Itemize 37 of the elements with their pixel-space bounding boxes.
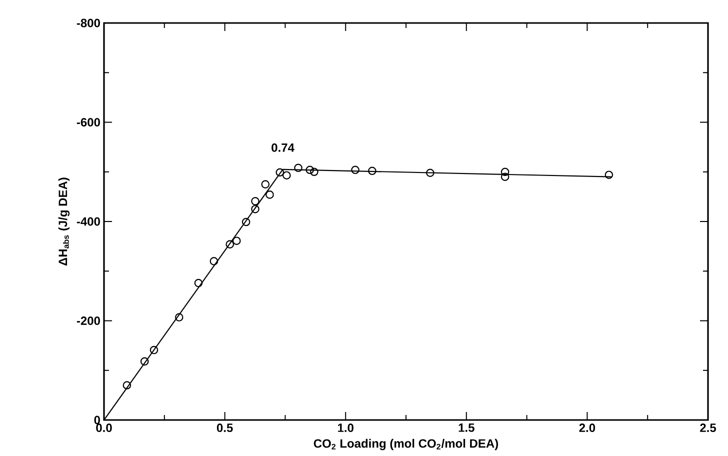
point — [500, 168, 510, 176]
y-tick-label: 0 — [94, 416, 100, 424]
y-tick-label: -600 — [76, 118, 100, 126]
point — [500, 172, 510, 181]
point — [282, 171, 291, 180]
point — [276, 168, 284, 177]
point — [251, 197, 260, 206]
point — [306, 166, 314, 174]
point — [261, 180, 270, 188]
y-tick-label: -400 — [76, 217, 100, 226]
x-tick-label: 2.5 — [700, 424, 716, 432]
point — [294, 164, 302, 172]
point — [351, 166, 360, 174]
point — [266, 190, 274, 199]
point — [232, 236, 241, 246]
point — [310, 168, 318, 176]
point — [174, 313, 184, 322]
point — [150, 346, 158, 354]
x-tick-label: 0.5 — [216, 424, 233, 432]
point — [242, 218, 250, 226]
y-axis-title: ΔH$_{abs}$ (J/g DEA) — [58, 178, 70, 266]
point — [426, 168, 434, 178]
x-tick-label: 1.5 — [458, 424, 474, 432]
x-axis-title: CO$_{2}$ Loading (mol CO$_{2}$/mol DEA) — [314, 438, 498, 450]
x-tick-label: 2.0 — [579, 424, 596, 432]
point — [226, 240, 234, 248]
point — [210, 257, 218, 266]
point — [251, 204, 260, 214]
point — [368, 166, 376, 176]
point — [140, 357, 149, 366]
x-tick-label: 1.0 — [338, 424, 354, 432]
point — [194, 278, 203, 288]
x-tick-label: 0.0 — [96, 424, 112, 432]
point — [122, 381, 132, 390]
y-tick-label: -200 — [76, 316, 100, 325]
y-tick-label: -800 — [76, 18, 100, 28]
annotation: 0.74 — [272, 143, 294, 152]
